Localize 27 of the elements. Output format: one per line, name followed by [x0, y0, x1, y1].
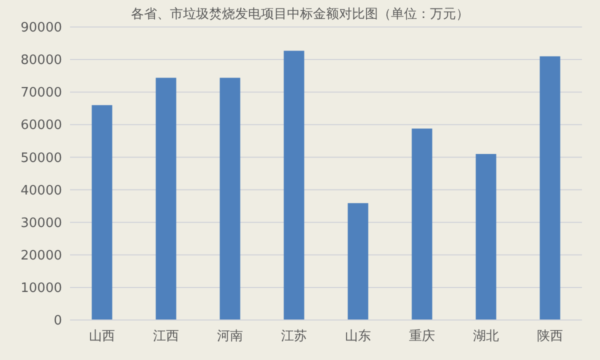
y-tick-label: 0 [54, 314, 62, 329]
bar [92, 105, 112, 320]
bar [156, 78, 176, 320]
x-tick-label: 江西 [153, 329, 179, 344]
bar [412, 128, 432, 320]
x-tick-label: 江苏 [281, 329, 307, 344]
chart-title: 各省、市垃圾焚烧发电项目中标金额对比图（单位：万元） [131, 7, 469, 22]
y-tick-label: 50000 [20, 150, 62, 166]
y-tick-label: 70000 [20, 86, 62, 101]
x-tick-label: 陕西 [537, 329, 563, 344]
x-tick-label: 河南 [217, 329, 243, 344]
x-tick-label: 湖北 [473, 329, 499, 344]
bar [476, 154, 496, 320]
y-tick-label: 10000 [20, 280, 62, 296]
x-tick-label: 山东 [345, 329, 371, 344]
y-tick-label: 80000 [20, 53, 62, 68]
x-tick-label: 山西 [89, 329, 115, 344]
bar [348, 203, 368, 320]
y-tick-label: 60000 [20, 118, 62, 134]
x-tick-label: 重庆 [409, 329, 435, 344]
y-tick-label: 20000 [20, 248, 62, 264]
y-tick-label: 90000 [20, 20, 62, 36]
bar [220, 78, 240, 320]
y-tick-label: 40000 [20, 183, 62, 198]
y-tick-label: 30000 [20, 216, 62, 231]
bar [540, 56, 560, 320]
bar [284, 50, 304, 320]
